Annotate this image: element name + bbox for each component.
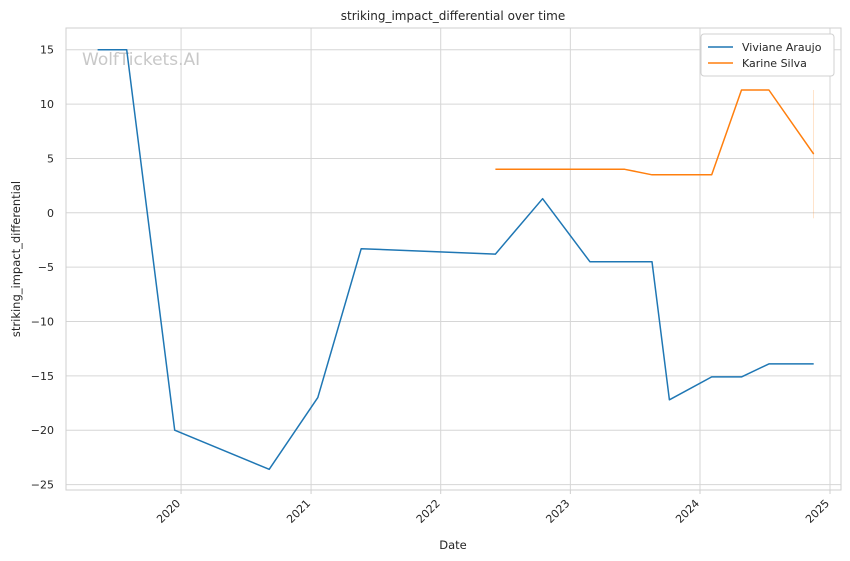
y-tick-label: −20 bbox=[31, 424, 54, 437]
y-tick-label: 5 bbox=[47, 152, 54, 165]
x-axis-label: Date bbox=[439, 538, 467, 552]
x-tick-label: 2023 bbox=[543, 497, 572, 526]
chart-title: striking_impact_differential over time bbox=[341, 9, 566, 23]
series-lines bbox=[97, 48, 815, 471]
x-tick-label: 2025 bbox=[803, 497, 832, 526]
watermark: WolfTickets.AI bbox=[82, 50, 200, 70]
y-tick-label: 10 bbox=[40, 98, 54, 111]
y-axis-ticks: 15 10 5 0 −5 −10 −15 −20 −25 bbox=[31, 44, 54, 492]
x-tick-label: 2020 bbox=[154, 497, 183, 526]
plot-frame bbox=[65, 27, 842, 491]
y-tick-label: −10 bbox=[31, 316, 54, 329]
series-line-viviane-araujo bbox=[97, 48, 814, 471]
y-tick-label: −25 bbox=[31, 479, 54, 492]
y-axis-label: striking_impact_differential bbox=[9, 181, 23, 337]
y-tick-label: 15 bbox=[40, 44, 54, 57]
y-tick-label: −5 bbox=[38, 261, 54, 274]
legend-label: Viviane Araujo bbox=[742, 41, 822, 54]
grid bbox=[66, 28, 841, 490]
legend-frame bbox=[700, 33, 835, 77]
legend-label: Karine Silva bbox=[742, 57, 807, 70]
y-tick-label: −15 bbox=[31, 370, 54, 383]
x-tick-label: 2024 bbox=[673, 497, 702, 526]
series-line-karine-silva bbox=[495, 89, 815, 176]
legend: Viviane Araujo Karine Silva bbox=[700, 33, 835, 77]
y-tick-label: 0 bbox=[47, 207, 54, 220]
x-axis-ticks: 2020 2021 2022 2023 2024 2025 bbox=[154, 490, 832, 526]
x-tick-label: 2022 bbox=[414, 497, 443, 526]
x-tick-label: 2021 bbox=[284, 497, 313, 526]
